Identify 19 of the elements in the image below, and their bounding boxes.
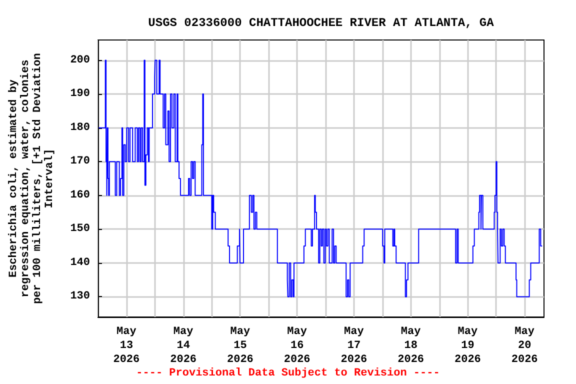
text: ---- Provisional Data Subject to Revision ---- — [136, 368, 440, 380]
x-tick-label: May 18 2026 — [398, 326, 424, 366]
x-tick-label: May 16 2026 — [284, 326, 310, 366]
y-tick-label: 200 — [70, 54, 90, 66]
x-tick-label: May 13 2026 — [113, 326, 140, 366]
y-tick-label: 180 — [70, 122, 90, 134]
x-tick-label: May 17 2026 — [340, 326, 368, 366]
y-tick-label: 140 — [70, 256, 90, 269]
y-tick-label: 150 — [70, 223, 90, 236]
x-tick-label: May 14 2026 — [170, 326, 197, 366]
y-tick-label: 170 — [70, 156, 90, 168]
y-axis-title: Escherichia coli, estimated by regression equation, water, colonies per 100 milliliters, [+1 Std Deviation Interval] — [8, 53, 56, 304]
x-tick-label: May 15 2026 — [226, 326, 254, 366]
y-tick-label: 130 — [70, 290, 90, 303]
x-tick-label: May 19 2026 — [454, 326, 481, 366]
y-tick-label: 160 — [70, 189, 90, 202]
y-tick-label: 190 — [70, 88, 90, 100]
x-tick-label: May 20 2026 — [511, 326, 538, 366]
chart-title: USGS 02336000 CHATTAHOOCHEE RIVER AT ATLANTA, GA — [148, 16, 495, 30]
